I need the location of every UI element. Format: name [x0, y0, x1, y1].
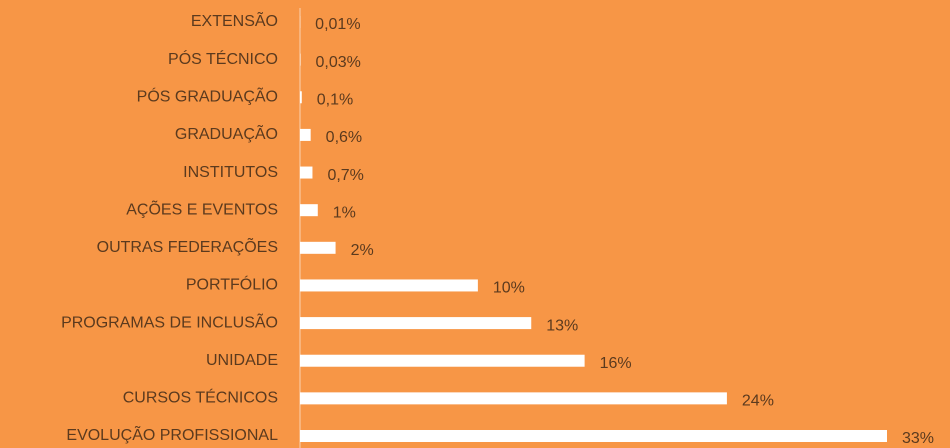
bar [300, 53, 301, 66]
category-label: PÓS TÉCNICO [168, 49, 278, 68]
value-label: 0,01% [315, 16, 360, 33]
category-label: PROGRAMAS DE INCLUSÃO [61, 311, 278, 331]
bar [300, 204, 318, 217]
value-label: 24% [742, 393, 774, 410]
bar [300, 354, 585, 367]
category-label: EXTENSÃO [191, 10, 278, 30]
category-label: UNIDADE [206, 352, 278, 369]
bar [300, 392, 727, 405]
category-label: CURSOS TÉCNICOS [123, 388, 278, 407]
bar [300, 91, 302, 104]
bar [300, 128, 311, 141]
value-label: 0,1% [317, 91, 353, 108]
value-label: 13% [546, 317, 578, 334]
bar [300, 317, 532, 330]
category-label: PORTFÓLIO [186, 275, 278, 294]
value-label: 0,6% [326, 129, 362, 146]
bar [300, 166, 313, 179]
category-label: GRADUAÇÃO [175, 123, 278, 143]
category-label: OUTRAS FEDERAÇÕES [97, 236, 278, 256]
bar [300, 279, 478, 292]
value-label: 10% [493, 280, 525, 297]
value-label: 0,7% [327, 167, 363, 184]
value-label: 16% [600, 355, 632, 372]
category-label: EVOLUÇÃO PROFISSIONAL [66, 424, 278, 444]
value-label: 33% [902, 430, 934, 447]
value-label: 1% [333, 204, 356, 221]
bar [300, 241, 336, 254]
category-label: PÓS GRADUAÇÃO [137, 85, 278, 105]
value-label: 2% [351, 242, 374, 259]
value-label: 0,03% [316, 54, 361, 71]
category-label: AÇÕES E EVENTOS [126, 198, 278, 218]
bar [300, 430, 887, 442]
category-label: INSTITUTOS [183, 164, 278, 181]
